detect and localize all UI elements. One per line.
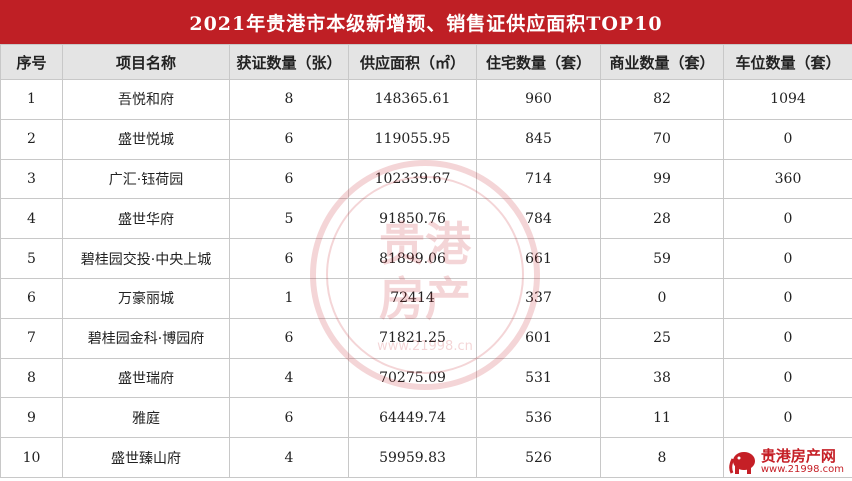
cell-index: 8 [0,357,63,399]
cell-commercial: 70 [600,118,724,160]
cell-residential: 960 [476,79,601,120]
cell-commercial: 25 [600,317,724,359]
cell-commercial: 28 [600,198,724,240]
cell-residential: 714 [476,158,601,200]
cell-project-name: 盛世瑞府 [62,357,230,399]
cell-area: 59959.83 [348,437,477,478]
cell-project-name: 盛世悦城 [62,118,230,160]
cell-project-name: 盛世华府 [62,198,230,240]
cell-area: 81899.06 [348,238,477,279]
cell-commercial: 11 [600,397,724,439]
cell-residential: 526 [476,437,601,478]
cell-index: 6 [0,277,63,319]
cell-commercial: 99 [600,158,724,200]
cell-project-name: 雅庭 [62,397,230,439]
cell-permits: 4 [229,437,349,478]
brand-logo: 贵港房产网 www.21998.com [724,446,848,477]
cell-area: 148365.61 [348,79,477,120]
elephant-logo-icon [729,451,755,474]
cell-permits: 6 [229,317,349,359]
col-header-index: 序号 [0,44,63,80]
cell-index: 7 [0,317,63,359]
table-row: 1 吾悦和府 8 148365.61 960 82 1094 [0,79,852,120]
cell-commercial: 82 [600,79,724,120]
cell-project-name: 盛世臻山府 [62,437,230,478]
cell-parking: 0 [723,317,852,359]
cell-commercial: 38 [600,357,724,399]
cell-area: 70275.09 [348,357,477,399]
col-header-area: 供应面积（㎡） [348,44,477,80]
cell-permits: 6 [229,397,349,439]
cell-project-name: 广汇·钰荷园 [62,158,230,200]
table-title: 2021年贵港市本级新增预、销售证供应面积TOP10 [0,0,852,44]
cell-parking: 1094 [723,79,852,120]
table-row: 9 雅庭 6 64449.74 536 11 0 [0,397,852,439]
cell-index: 3 [0,158,63,200]
cell-permits: 5 [229,198,349,240]
cell-permits: 6 [229,158,349,200]
cell-parking: 0 [723,118,852,160]
cell-area: 91850.76 [348,198,477,240]
cell-commercial: 8 [600,437,724,478]
cell-index: 9 [0,397,63,439]
brand-url: www.21998.com [760,464,844,475]
cell-index: 4 [0,198,63,240]
col-header-residential: 住宅数量（套） [476,44,601,80]
col-header-permits: 获证数量（张） [229,44,349,80]
table-row: 7 碧桂园金科·博园府 6 71821.25 601 25 0 [0,317,852,359]
cell-parking: 0 [723,238,852,279]
cell-permits: 1 [229,277,349,319]
cell-permits: 6 [229,118,349,160]
table-row: 3 广汇·钰荷园 6 102339.67 714 99 360 [0,158,852,200]
cell-index: 1 [0,79,63,120]
cell-area: 102339.67 [348,158,477,200]
cell-index: 2 [0,118,63,160]
cell-commercial: 59 [600,238,724,279]
cell-parking: 0 [723,397,852,439]
cell-area: 119055.95 [348,118,477,160]
cell-parking: 360 [723,158,852,200]
col-header-parking: 车位数量（套） [723,44,852,80]
header-row: 序号 项目名称 获证数量（张） 供应面积（㎡） 住宅数量（套） 商业数量（套） … [0,44,852,80]
cell-parking: 0 [723,198,852,240]
cell-residential: 784 [476,198,601,240]
cell-area: 72414 [348,277,477,319]
cell-project-name: 万豪丽城 [62,277,230,319]
table-row: 6 万豪丽城 1 72414 337 0 0 [0,277,852,319]
table-row: 8 盛世瑞府 4 70275.09 531 38 0 [0,357,852,399]
cell-residential: 536 [476,397,601,439]
cell-parking: 0 [723,357,852,399]
cell-area: 64449.74 [348,397,477,439]
data-table: 序号 项目名称 获证数量（张） 供应面积（㎡） 住宅数量（套） 商业数量（套） … [0,44,852,478]
cell-permits: 4 [229,357,349,399]
cell-parking: 0 [723,277,852,319]
cell-residential: 337 [476,277,601,319]
cell-index: 5 [0,238,63,279]
cell-residential: 845 [476,118,601,160]
cell-project-name: 吾悦和府 [62,79,230,120]
cell-commercial: 0 [600,277,724,319]
cell-project-name: 碧桂园交投·中央上城 [62,238,230,279]
cell-permits: 6 [229,238,349,279]
cell-project-name: 碧桂园金科·博园府 [62,317,230,359]
brand-name: 贵港房产网 [760,447,836,465]
table-row: 2 盛世悦城 6 119055.95 845 70 0 [0,118,852,160]
table-row: 5 碧桂园交投·中央上城 6 81899.06 661 59 0 [0,238,852,279]
cell-residential: 601 [476,317,601,359]
table-row: 4 盛世华府 5 91850.76 784 28 0 [0,198,852,240]
cell-area: 71821.25 [348,317,477,359]
cell-residential: 531 [476,357,601,399]
cell-residential: 661 [476,238,601,279]
col-header-project: 项目名称 [62,44,230,80]
cell-permits: 8 [229,79,349,120]
cell-index: 10 [0,437,63,478]
col-header-commercial: 商业数量（套） [600,44,724,80]
